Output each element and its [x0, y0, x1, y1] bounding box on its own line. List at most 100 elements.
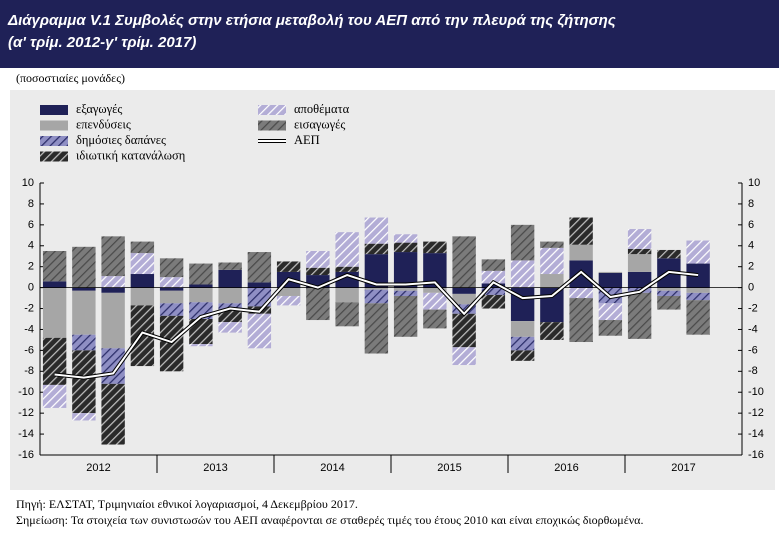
bar-segment — [159, 258, 184, 278]
note: Σημείωση: Τα στοιχεία των συνιστωσών του… — [16, 513, 644, 527]
bar-segment — [657, 249, 681, 259]
bar-segment — [598, 320, 623, 336]
bar-segment — [101, 292, 125, 349]
bar-segment — [657, 287, 681, 291]
bar-segment — [72, 287, 96, 291]
bar-segment — [510, 224, 535, 261]
chart-title: Διάγραμμα V.1 Συμβολές στην ετήσια μεταβ… — [8, 12, 616, 29]
bar-segment — [452, 287, 476, 294]
bar-segment — [364, 289, 389, 304]
bar-segment — [42, 384, 67, 408]
bar-segment — [540, 287, 564, 323]
bar-segment — [159, 290, 184, 304]
y-tick-label: 8 — [28, 198, 34, 210]
bar-segment — [627, 254, 652, 272]
bar-segment — [72, 334, 96, 351]
bar-segment — [598, 271, 623, 273]
bar-segment — [335, 302, 359, 327]
y2-tick-label: 8 — [748, 198, 754, 210]
y-tick-label: -14 — [18, 428, 34, 440]
bar-segment — [130, 253, 155, 275]
y2-tick-label: -16 — [748, 449, 764, 461]
bar-segment — [101, 236, 125, 277]
bar-segment — [364, 243, 389, 255]
y-tick-label: -4 — [24, 323, 34, 335]
bar-segment — [423, 287, 447, 293]
y2-tick-label: -2 — [748, 302, 758, 314]
legend-label: ΑΕΠ — [294, 133, 320, 147]
bar-segment — [247, 287, 272, 307]
legend-label: επενδύσεις — [76, 117, 131, 131]
bar-segment — [510, 336, 535, 351]
bar-segment — [247, 313, 272, 349]
bar-segment — [569, 244, 593, 261]
bar-segment — [393, 295, 418, 337]
bar-segment — [481, 270, 506, 284]
bar-segment — [101, 383, 125, 445]
bar-segment — [72, 413, 96, 421]
bar-segment — [627, 292, 652, 339]
y-tick-label: 6 — [28, 219, 34, 231]
bar-segment — [159, 277, 184, 288]
bar-segment — [72, 246, 96, 288]
bar-segment — [481, 294, 506, 309]
source: Πηγή: ΕΛΣΤΑΤ, Τριμηνιαίοι εθνικοί λογαρι… — [16, 497, 358, 511]
bar-segment — [218, 287, 242, 304]
bar-segment — [393, 242, 418, 253]
bar-segment — [364, 303, 389, 354]
legend-swatch — [40, 136, 68, 146]
bar-segment — [276, 295, 301, 306]
y-tick-label: -8 — [24, 365, 34, 377]
bar-segment — [189, 287, 213, 303]
legend-label: ιδιωτική κατανάλωση — [76, 148, 185, 162]
x-group-label: 2016 — [554, 462, 578, 474]
legend-swatch — [40, 151, 68, 162]
bar-segment — [452, 236, 476, 288]
y-tick-label: -12 — [18, 407, 34, 419]
title-banner: Διάγραμμα V.1 Συμβολές στην ετήσια μεταβ… — [0, 0, 779, 68]
bar-segment — [364, 287, 389, 290]
y-tick-label: 2 — [28, 261, 34, 273]
bar-segment — [540, 274, 564, 288]
bar-segment — [657, 295, 681, 310]
y-tick-label: 4 — [28, 240, 34, 252]
bar-segment — [481, 259, 506, 271]
y2-tick-label: 2 — [748, 261, 754, 273]
y-tick-label: 10 — [22, 177, 34, 189]
bar-segment — [306, 287, 330, 321]
legend-swatch — [40, 120, 68, 131]
x-group-label: 2014 — [320, 462, 344, 474]
bar-segment — [510, 260, 535, 288]
bar-segment — [598, 303, 623, 321]
legend-swatch — [258, 120, 286, 131]
bar-segment — [130, 241, 155, 254]
y2-tick-label: -4 — [748, 323, 758, 335]
bar-segment — [627, 229, 652, 249]
bar-segment — [481, 283, 506, 288]
bar-segment — [101, 287, 125, 293]
bar-segment — [686, 240, 710, 264]
bar-segment — [627, 248, 652, 255]
bar-segment — [481, 287, 506, 295]
bar-segment — [276, 261, 301, 272]
bar-segment — [42, 287, 67, 338]
y-tick-label: -16 — [18, 449, 34, 461]
bar-segment — [335, 287, 359, 303]
bar-segment — [364, 254, 389, 288]
bar-segment — [72, 290, 96, 335]
bar-segment — [686, 292, 710, 301]
bar-segment — [218, 269, 242, 288]
bar-segment — [452, 304, 476, 314]
bar-segment — [306, 267, 330, 276]
bar-segment — [189, 319, 213, 345]
bar-segment — [423, 253, 447, 288]
bar-segment — [598, 272, 623, 288]
y-axis-label: (ποσοστιαίες μονάδες) — [16, 71, 125, 85]
bar-segment — [218, 309, 242, 323]
bar-segment — [393, 234, 418, 243]
bar-segment — [423, 292, 447, 310]
bar-segment — [686, 263, 710, 288]
bar-segment — [101, 276, 125, 288]
